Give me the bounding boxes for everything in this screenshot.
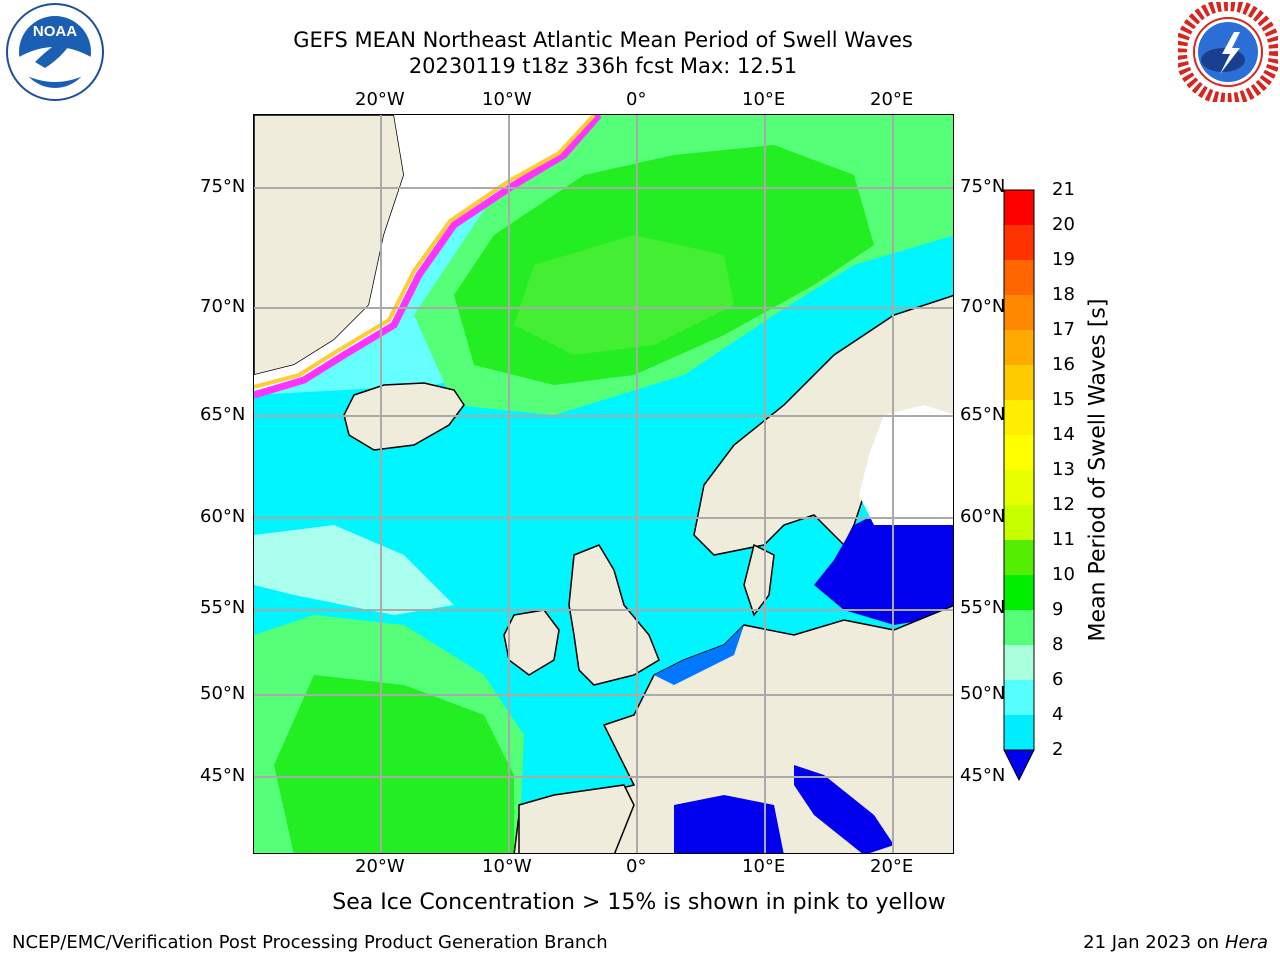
colorbar-tick-label: 16 xyxy=(1052,354,1075,375)
colorbar-segment xyxy=(1004,505,1034,541)
colorbar-segment xyxy=(1004,645,1034,681)
colorbar-segment xyxy=(1004,610,1034,646)
colorbar-segment xyxy=(1004,260,1034,296)
colorbar-tick-label: 18 xyxy=(1052,284,1075,305)
lat-label-left: 45°N xyxy=(200,765,246,786)
lon-label-top: 10°W xyxy=(482,89,532,110)
colorbar-segment xyxy=(1004,190,1034,226)
lat-label-right: 45°N xyxy=(960,765,1006,786)
lon-label-bottom: 20°E xyxy=(870,856,914,877)
lat-label-left: 75°N xyxy=(200,176,246,197)
lon-label-bottom: 10°E xyxy=(742,856,786,877)
lon-label-bottom: 10°W xyxy=(482,856,532,877)
colorbar-segment xyxy=(1004,540,1034,576)
host-name: Hera xyxy=(1224,932,1268,953)
colorbar-tick-label: 8 xyxy=(1052,634,1064,655)
lon-label-top: 10°E xyxy=(742,89,786,110)
producer-credit: NCEP/EMC/Verification Post Processing Pr… xyxy=(12,932,608,953)
lat-label-left: 50°N xyxy=(200,683,246,704)
colorbar-under-extension xyxy=(1003,749,1035,782)
lat-label-right: 50°N xyxy=(960,683,1006,704)
lat-label-left: 60°N xyxy=(200,506,246,527)
colorbar-segment xyxy=(1004,715,1034,751)
lat-label-right: 55°N xyxy=(960,597,1006,618)
colorbar-tick-label: 19 xyxy=(1052,249,1075,270)
colorbar-tick-label: 12 xyxy=(1052,494,1075,515)
colorbar-tick-label: 17 xyxy=(1052,319,1075,340)
colorbar-tick-label: 13 xyxy=(1052,459,1075,480)
colorbar-tick-label: 14 xyxy=(1052,424,1075,445)
lat-label-right: 75°N xyxy=(960,176,1006,197)
lat-label-right: 60°N xyxy=(960,506,1006,527)
colorbar-segment xyxy=(1004,435,1034,471)
colorbar-tick-label: 11 xyxy=(1052,529,1075,550)
colorbar-title: Mean Period of Swell Waves [s] xyxy=(1085,298,1111,642)
svg-text:NOAA: NOAA xyxy=(33,23,77,40)
colorbar-tick-label: 15 xyxy=(1052,389,1075,410)
lon-label-top: 20°W xyxy=(355,89,405,110)
colorbar-segment xyxy=(1004,330,1034,366)
lat-label-right: 70°N xyxy=(960,296,1006,317)
colorbar-segment xyxy=(1004,575,1034,611)
swell-period-map xyxy=(253,114,954,854)
colorbar-segment xyxy=(1004,680,1034,716)
colorbar-tick-label: 2 xyxy=(1052,739,1064,760)
lon-label-top: 20°E xyxy=(870,89,914,110)
chart-title: GEFS MEAN Northeast Atlantic Mean Period… xyxy=(293,28,913,52)
lon-label-bottom: 0° xyxy=(626,856,647,877)
colorbar-tick-label: 10 xyxy=(1052,564,1075,585)
colorbar-segment xyxy=(1004,295,1034,331)
lon-label-bottom: 20°W xyxy=(355,856,405,877)
nws-logo-icon xyxy=(1175,0,1280,105)
noaa-logo-icon: NOAA xyxy=(5,2,105,102)
colorbar-segment xyxy=(1004,400,1034,436)
colorbar-tick-label: 21 xyxy=(1052,179,1075,200)
sea-ice-note: Sea Ice Concentration > 15% is shown in … xyxy=(332,890,946,915)
lat-label-right: 65°N xyxy=(960,404,1006,425)
generated-date: 21 Jan 2023 on Hera xyxy=(1083,932,1268,953)
lat-label-left: 65°N xyxy=(200,404,246,425)
colorbar-segment xyxy=(1004,470,1034,506)
colorbar-tick-label: 4 xyxy=(1052,704,1064,725)
colorbar-tick-label: 9 xyxy=(1052,599,1064,620)
forecast-subtitle: 20230119 t18z 336h fcst Max: 12.51 xyxy=(408,54,798,78)
colorbar-tick-label: 6 xyxy=(1052,669,1064,690)
colorbar-segment xyxy=(1004,365,1034,401)
lat-label-left: 70°N xyxy=(200,296,246,317)
colorbar-tick-label: 20 xyxy=(1052,214,1075,235)
lon-label-top: 0° xyxy=(626,89,647,110)
lat-label-left: 55°N xyxy=(200,597,246,618)
generated-date-text: 21 Jan 2023 on xyxy=(1083,932,1225,953)
colorbar xyxy=(1000,188,1040,788)
colorbar-segment xyxy=(1004,225,1034,261)
